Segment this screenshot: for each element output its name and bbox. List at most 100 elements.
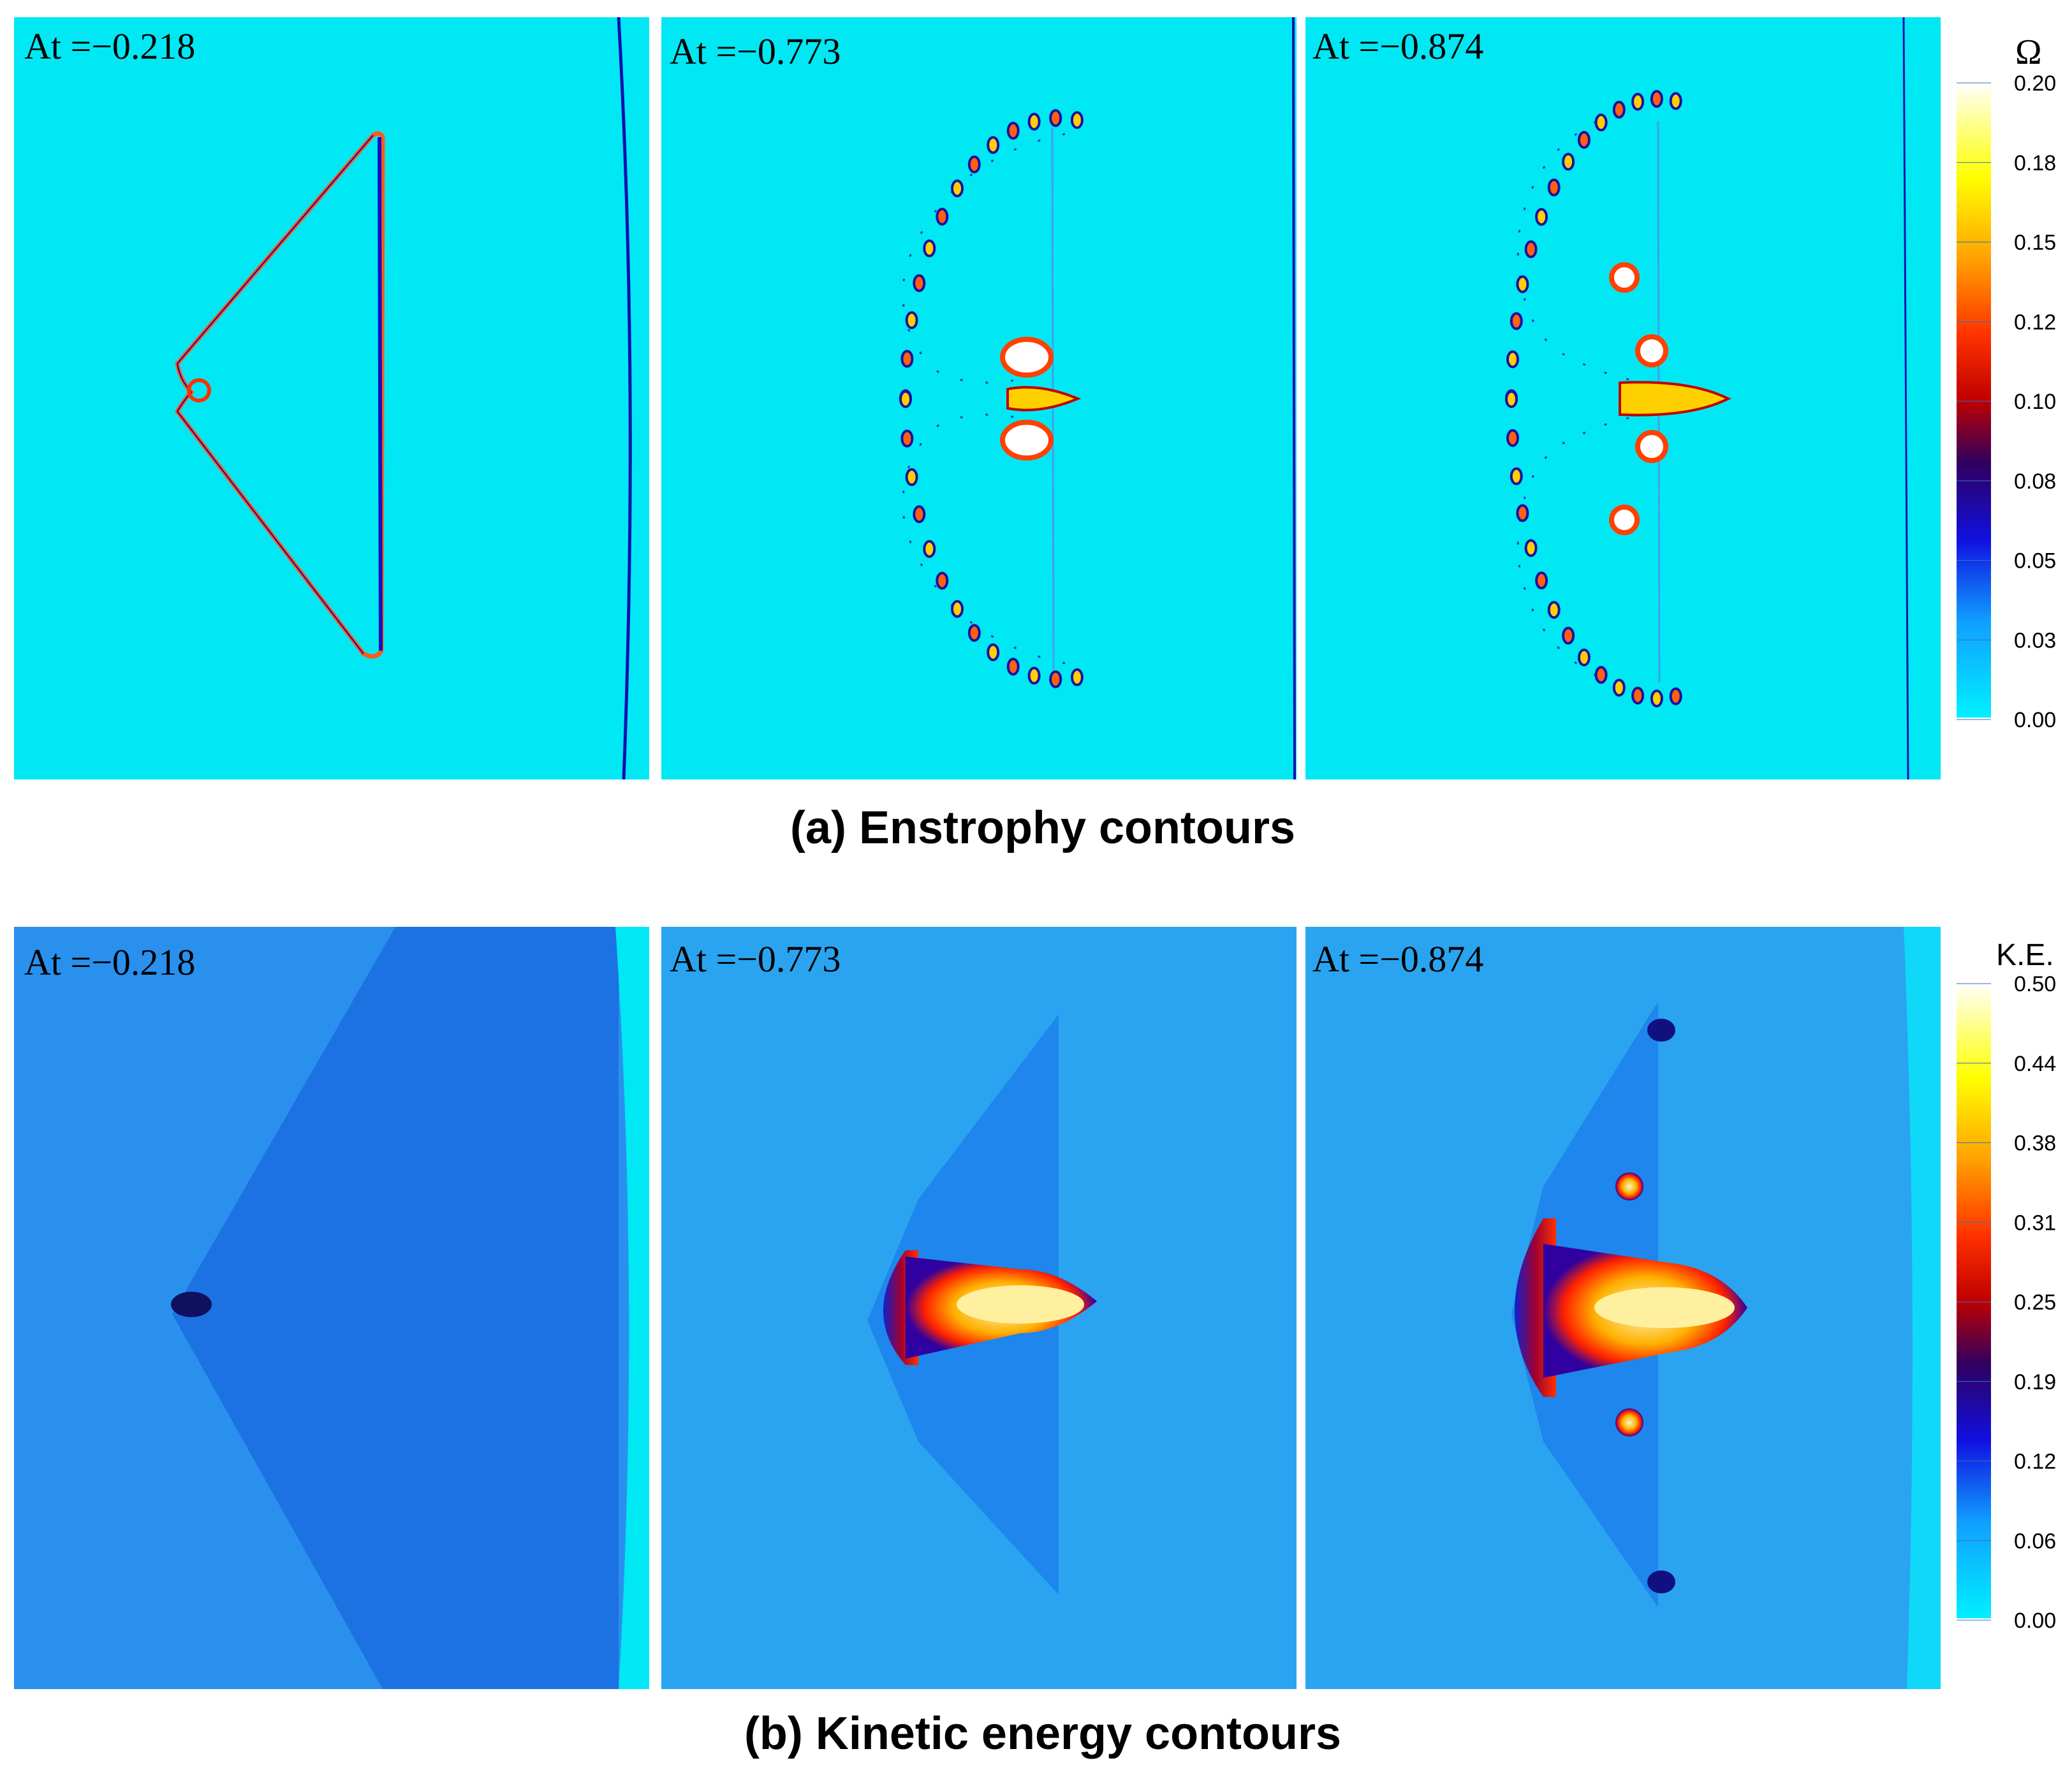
- enstrophy-core-lower: [1000, 420, 1054, 461]
- enstrophy-p2-vortex-spot: [1027, 112, 1041, 131]
- ke-colorbar-tick-label: 0.19: [2014, 1370, 2056, 1394]
- enstrophy-p3-vortex-spot: [1505, 390, 1518, 408]
- enstrophy-colorbar-tick-label: 0.10: [2014, 390, 2056, 414]
- enstrophy-p2-vortex-spot: [1049, 670, 1062, 688]
- enstrophy-p3-vortex-spot: [1612, 679, 1626, 697]
- ke-wedge-region: [172, 927, 619, 1689]
- enstrophy-p3-vortex-spot: [1577, 131, 1591, 149]
- enstrophy-shock-right-edge: [378, 137, 383, 651]
- enstrophy-p3-vortex-spot: [1577, 648, 1591, 667]
- ke-shock-band-3: [1904, 927, 1941, 1689]
- enstrophy-p2-vortex-spot: [899, 390, 912, 408]
- enstrophy-p2-vortex-spot: [905, 311, 918, 329]
- enstrophy-p3-vortex-spot: [1650, 90, 1663, 108]
- enstrophy-core-jet-3: [1619, 381, 1731, 417]
- enstrophy-p2-vortex-spot: [1006, 121, 1020, 140]
- enstrophy-core-jet: [1006, 386, 1082, 411]
- ke-vortex-3b: [1615, 1408, 1643, 1436]
- ke-panel-2: [661, 927, 1297, 1689]
- ke-tip-3b: [1647, 1570, 1675, 1593]
- enstrophy-p2-vortex-spot: [913, 274, 926, 292]
- enstrophy-colorbar-ticks: 0.20 0.18 0.15 0.12 0.10 0.08 0.05 0.03 0.00: [1957, 71, 2056, 732]
- enstrophy-p3-vortex-spot: [1535, 208, 1548, 226]
- enstrophy-colorbar-tick-label: 0.08: [2014, 469, 2056, 494]
- enstrophy-colorbar-title: Ω: [2015, 33, 2042, 72]
- enstrophy-p2-vortex-spot: [936, 207, 949, 226]
- enstrophy-colorbar-tick-label: 0.20: [2014, 71, 2056, 96]
- enstrophy-p2-vortex-spot: [936, 572, 949, 590]
- enstrophy-p3-vortex-spot: [1594, 666, 1608, 684]
- enstrophy-colorbar-tick-label: 0.15: [2014, 231, 2056, 255]
- enstrophy-panel-1: [14, 17, 649, 779]
- ke-hot-core-3: [1594, 1287, 1735, 1328]
- enstrophy-p3-vortex-spot: [1524, 539, 1538, 557]
- enstrophy-p3-vortex-spot: [1631, 686, 1645, 705]
- enstrophy-colorbar-tick-label: 0.12: [2014, 310, 2056, 334]
- enstrophy-p2-vortex-spot: [913, 505, 926, 524]
- ke-panel-1-label: At =−0.218: [24, 941, 195, 983]
- ke-colorbar-ticks: 0.50 0.44 0.38 0.31 0.25 0.19 0.12 0.06 0.00: [1957, 972, 2056, 1633]
- ke-colorbar-tick-label: 0.50: [2014, 972, 2056, 996]
- enstrophy-vortex-3b: [1635, 334, 1668, 367]
- ke-tip-3a: [1647, 1019, 1675, 1042]
- enstrophy-panel-1-background: [14, 17, 649, 779]
- ke-caption: (b) Kinetic energy contours: [744, 1708, 1341, 1759]
- enstrophy-p3-vortex-spot: [1562, 626, 1575, 645]
- ke-colorbar-title: K.E.: [1996, 938, 2054, 972]
- enstrophy-p3-vortex-spot: [1516, 275, 1529, 293]
- enstrophy-p2-vortex-spot: [900, 429, 914, 448]
- enstrophy-p2-vortex-spot: [987, 136, 1000, 154]
- enstrophy-p2-vortex-spot: [1070, 111, 1084, 129]
- enstrophy-p3-vortex-spot: [1612, 100, 1626, 119]
- enstrophy-p2-vortex-spot: [1049, 109, 1062, 128]
- ke-vortex-dark-spot: [171, 1292, 212, 1317]
- enstrophy-p3-vortex-spot: [1510, 467, 1523, 485]
- enstrophy-vortex-3d: [1609, 505, 1640, 535]
- enstrophy-p3-vortex-spot: [1669, 92, 1682, 110]
- enstrophy-p2-vortex-spot: [951, 179, 964, 198]
- enstrophy-p2-vortex-spot: [900, 350, 914, 368]
- enstrophy-p3-vortex-spot: [1650, 690, 1663, 707]
- enstrophy-p3-vortex-spot: [1506, 350, 1519, 369]
- enstrophy-p2-vortex-spot: [923, 540, 936, 558]
- enstrophy-colorbar: [1957, 82, 1991, 718]
- ke-colorbar-tick-label: 0.25: [2014, 1290, 2056, 1315]
- enstrophy-panel-2-background: [661, 17, 1297, 779]
- enstrophy-shock-edge-2: [1292, 17, 1296, 779]
- ke-colorbar-tick-label: 0.44: [2014, 1052, 2056, 1076]
- enstrophy-interface-inner: [176, 135, 374, 654]
- enstrophy-vortex-chain-2: [899, 109, 1084, 688]
- enstrophy-panel-3-label: At =−0.874: [1312, 26, 1483, 67]
- ke-hot-core: [957, 1285, 1084, 1324]
- enstrophy-panel-2-label: At =−0.773: [670, 31, 841, 72]
- ke-colorbar-tick-label: 0.06: [2014, 1529, 2056, 1553]
- enstrophy-p3-vortex-spot: [1547, 601, 1561, 619]
- ke-panel-2-label: At =−0.773: [670, 938, 841, 980]
- enstrophy-vortex-3c: [1635, 430, 1668, 463]
- ke-panel-3-label: At =−0.874: [1312, 938, 1483, 980]
- enstrophy-p3-vortex-spot: [1510, 312, 1523, 330]
- enstrophy-p3-vortex-spot: [1631, 92, 1645, 111]
- enstrophy-colorbar-tick-label: 0.03: [2014, 628, 2056, 653]
- enstrophy-p2-vortex-spot: [1006, 658, 1020, 676]
- enstrophy-p2-vortex-spot: [987, 643, 1000, 661]
- enstrophy-p2-vortex-spot: [967, 155, 981, 174]
- enstrophy-p3-vortex-spot: [1562, 152, 1575, 171]
- enstrophy-colorbar-tick-label: 0.05: [2014, 549, 2056, 573]
- enstrophy-core-upper: [1000, 337, 1054, 378]
- ke-shock-band: [615, 927, 649, 1689]
- enstrophy-p2-vortex-spot: [905, 468, 918, 486]
- enstrophy-p2-vortex-spot: [951, 600, 964, 618]
- enstrophy-p2-vortex-spot: [1070, 668, 1084, 686]
- ke-vortex-3a: [1615, 1172, 1643, 1200]
- ke-colorbar-tick-label: 0.38: [2014, 1132, 2056, 1156]
- enstrophy-p3-vortex-spot: [1516, 504, 1529, 522]
- enstrophy-p3-vortex-spot: [1547, 178, 1561, 196]
- enstrophy-roll-up: [187, 378, 211, 402]
- enstrophy-p2-vortex-spot: [923, 239, 936, 258]
- ke-colorbar-tick-label: 0.31: [2014, 1211, 2056, 1235]
- enstrophy-colorbar-tick-label: 0.18: [2014, 151, 2056, 175]
- ke-colorbar-tick-label: 0.12: [2014, 1450, 2056, 1474]
- enstrophy-panel-3: [1305, 17, 1941, 779]
